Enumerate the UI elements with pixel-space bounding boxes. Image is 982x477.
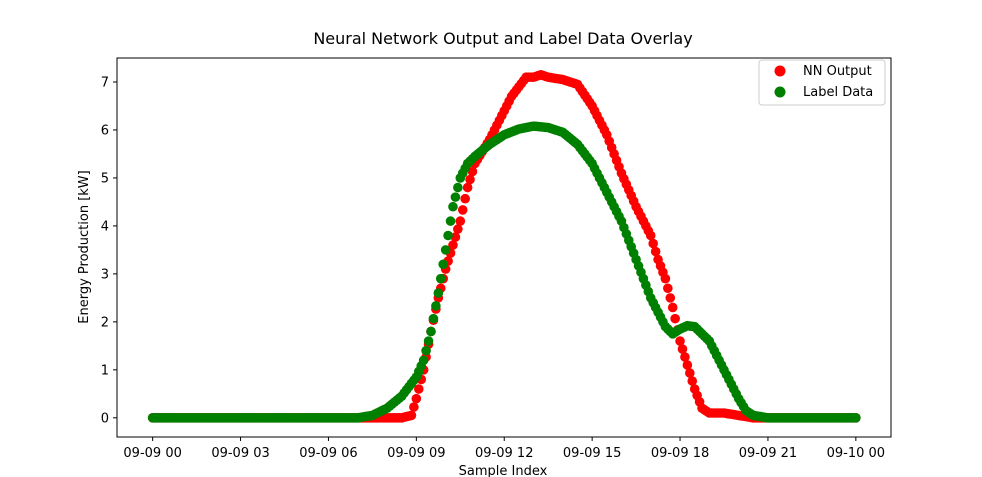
data-point bbox=[453, 182, 463, 193]
data-point bbox=[457, 205, 468, 215]
x-tick-label: 09-09 15 bbox=[563, 446, 621, 461]
data-point bbox=[433, 288, 444, 298]
x-tick-label: 09-10 00 bbox=[827, 446, 885, 461]
y-tick-label: 6 bbox=[101, 123, 109, 138]
data-point bbox=[421, 345, 431, 356]
data-point bbox=[682, 360, 693, 370]
legend-label-nn-output: NN Output bbox=[803, 64, 872, 79]
x-tick-label: 09-09 21 bbox=[739, 446, 797, 461]
x-axis-label: Sample Index bbox=[459, 464, 548, 477]
data-point bbox=[440, 245, 451, 255]
data-point bbox=[460, 193, 470, 204]
data-point bbox=[687, 376, 698, 386]
x-tick-label: 09-09 00 bbox=[123, 446, 181, 461]
data-point bbox=[680, 352, 690, 362]
data-point bbox=[450, 192, 461, 202]
data-point bbox=[409, 402, 419, 412]
x-tick-label: 09-09 06 bbox=[299, 446, 357, 461]
data-point bbox=[445, 216, 456, 226]
data-point bbox=[675, 336, 685, 346]
legend-box bbox=[758, 59, 886, 106]
data-point bbox=[438, 259, 449, 270]
x-tick-label: 09-09 03 bbox=[211, 446, 269, 461]
y-tick-label: 1 bbox=[101, 363, 109, 378]
x-axis-ticks: 09-09 00 09-09 03 09-09 06 09-09 09 09-09 12… bbox=[123, 437, 885, 461]
plot-area bbox=[147, 69, 861, 423]
data-point bbox=[450, 232, 461, 242]
y-tick-label: 5 bbox=[101, 171, 109, 186]
data-point bbox=[645, 230, 656, 241]
y-axis-ticks: 0 1 2 3 4 5 6 7 bbox=[101, 75, 117, 426]
data-point bbox=[665, 293, 676, 303]
legend-marker-label-data bbox=[774, 86, 786, 98]
y-tick-label: 4 bbox=[101, 219, 109, 234]
data-point bbox=[453, 224, 463, 234]
data-point bbox=[455, 216, 466, 226]
data-point bbox=[851, 413, 861, 423]
series-label-data bbox=[147, 121, 861, 423]
data-point bbox=[443, 230, 453, 241]
data-point bbox=[670, 313, 680, 324]
data-point bbox=[648, 238, 658, 249]
data-point bbox=[435, 273, 446, 284]
data-point bbox=[411, 393, 422, 404]
data-point bbox=[448, 201, 458, 212]
data-point bbox=[448, 240, 458, 250]
data-point bbox=[650, 246, 661, 257]
chart-title: Neural Network Output and Label Data Ove… bbox=[313, 29, 692, 48]
data-point bbox=[426, 326, 436, 337]
y-tick-label: 0 bbox=[101, 411, 109, 426]
data-point bbox=[685, 368, 695, 378]
data-point bbox=[467, 166, 478, 177]
data-point bbox=[431, 301, 441, 311]
x-tick-label: 09-09 09 bbox=[387, 446, 445, 461]
y-tick-label: 3 bbox=[101, 267, 109, 282]
data-point bbox=[418, 355, 429, 366]
data-point bbox=[667, 302, 678, 313]
data-point bbox=[663, 283, 673, 294]
data-point bbox=[465, 174, 475, 185]
data-point bbox=[428, 313, 439, 324]
data-point bbox=[406, 410, 417, 421]
data-point bbox=[677, 344, 688, 354]
y-tick-label: 2 bbox=[101, 315, 109, 330]
legend-label-label-data: Label Data bbox=[803, 85, 873, 100]
data-point bbox=[462, 182, 473, 193]
legend-marker-nn-output bbox=[774, 65, 786, 77]
data-point bbox=[660, 273, 671, 284]
legend: NN Output Label Data bbox=[758, 59, 886, 106]
x-tick-label: 09-09 18 bbox=[651, 446, 709, 461]
y-axis-label: Energy Production [kW] bbox=[77, 170, 92, 323]
data-point bbox=[413, 384, 424, 394]
y-tick-label: 7 bbox=[101, 75, 109, 90]
x-tick-label: 09-09 12 bbox=[475, 446, 533, 461]
data-point bbox=[423, 336, 434, 346]
